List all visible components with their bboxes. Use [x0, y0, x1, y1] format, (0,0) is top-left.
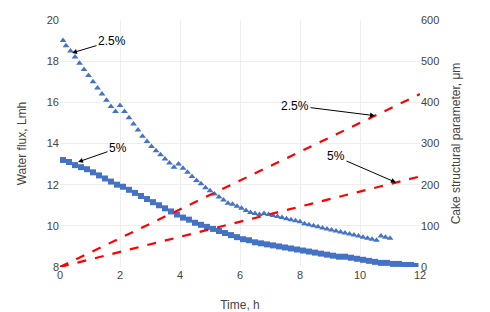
- svg-text:18: 18: [47, 55, 59, 67]
- svg-text:12: 12: [47, 179, 59, 191]
- svg-text:400: 400: [421, 96, 439, 108]
- svg-text:300: 300: [421, 137, 439, 149]
- svg-text:5%: 5%: [327, 149, 345, 163]
- svg-text:16: 16: [47, 96, 59, 108]
- svg-text:Water flux, Lmh: Water flux, Lmh: [15, 102, 29, 186]
- svg-text:Time, h: Time, h: [220, 298, 260, 312]
- svg-text:8: 8: [53, 261, 59, 273]
- svg-text:0: 0: [421, 261, 427, 273]
- svg-text:2: 2: [117, 269, 123, 281]
- svg-text:500: 500: [421, 55, 439, 67]
- svg-text:100: 100: [421, 220, 439, 232]
- svg-text:10: 10: [354, 269, 366, 281]
- svg-text:2.5%: 2.5%: [98, 34, 126, 48]
- svg-text:600: 600: [421, 14, 439, 26]
- svg-text:Cake structural parameter, μm: Cake structural parameter, μm: [449, 63, 463, 225]
- svg-text:6: 6: [237, 269, 243, 281]
- svg-text:10: 10: [47, 220, 59, 232]
- svg-text:14: 14: [47, 137, 59, 149]
- svg-text:200: 200: [421, 179, 439, 191]
- svg-text:0: 0: [57, 269, 63, 281]
- svg-text:5%: 5%: [109, 141, 127, 155]
- svg-text:20: 20: [47, 14, 59, 26]
- svg-text:4: 4: [177, 269, 183, 281]
- svg-text:2.5%: 2.5%: [281, 99, 309, 113]
- svg-text:8: 8: [297, 269, 303, 281]
- svg-text:12: 12: [414, 269, 426, 281]
